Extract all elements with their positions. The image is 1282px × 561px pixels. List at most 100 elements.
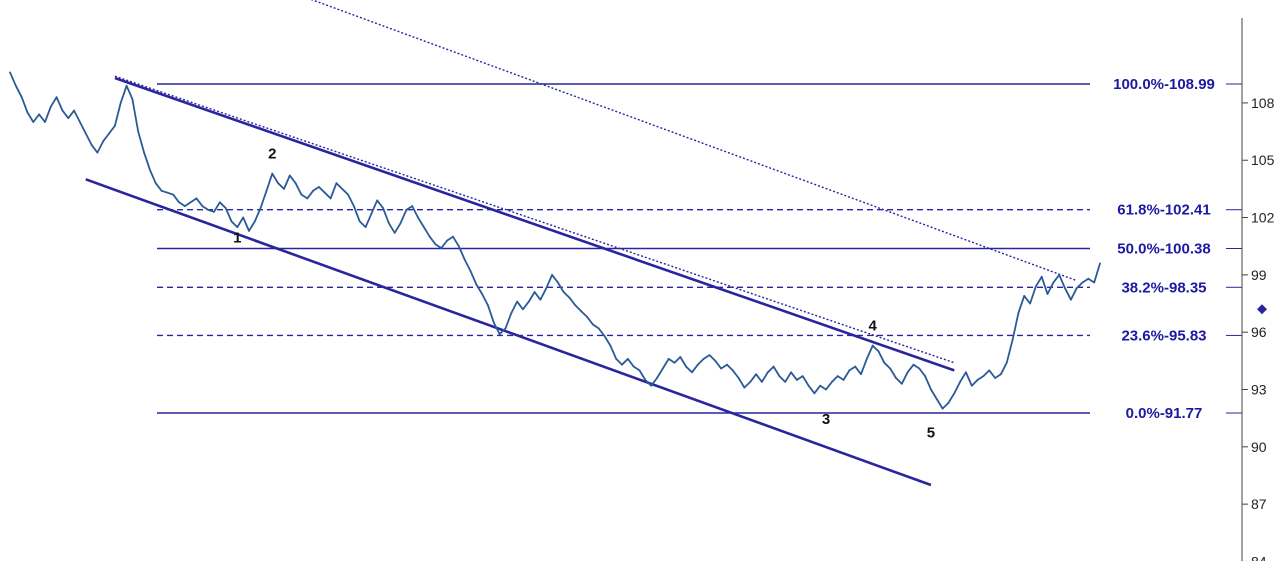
price-point-35 <box>213 210 215 213</box>
price-point-115 <box>679 356 682 358</box>
price-point-24 <box>148 168 151 171</box>
price-point-170 <box>1000 373 1002 376</box>
price-point-107 <box>632 365 635 368</box>
price-point-104 <box>615 358 618 360</box>
price-point-66 <box>393 231 396 234</box>
price-point-137 <box>807 384 810 387</box>
price-point-96 <box>568 296 571 299</box>
y-axis-tick-label-84: 84 <box>1251 553 1267 561</box>
price-point-160 <box>941 407 944 410</box>
price-point-0 <box>9 71 11 74</box>
price-point-150 <box>883 361 886 364</box>
price-point-53 <box>318 186 320 188</box>
price-point-156 <box>918 367 921 370</box>
price-point-131 <box>772 365 775 368</box>
trend-line-outer-channel <box>310 0 1077 282</box>
price-point-5 <box>38 113 41 116</box>
price-point-100 <box>591 323 594 326</box>
price-point-76 <box>452 235 454 238</box>
price-point-49 <box>294 182 297 185</box>
price-point-77 <box>457 245 460 248</box>
price-point-26 <box>160 189 163 192</box>
price-point-1 <box>14 84 17 87</box>
price-point-18 <box>114 124 116 127</box>
price-point-69 <box>411 205 414 207</box>
price-point-54 <box>323 191 326 194</box>
y-axis-tick-label-93: 93 <box>1251 382 1267 398</box>
price-point-132 <box>778 375 781 378</box>
price-point-180 <box>1058 273 1061 276</box>
price-point-110 <box>650 384 653 387</box>
price-point-46 <box>277 182 280 185</box>
price-point-142 <box>836 375 839 378</box>
price-point-68 <box>405 209 408 211</box>
price-point-33 <box>201 205 204 207</box>
price-point-112 <box>661 367 664 370</box>
price-point-173 <box>1017 312 1020 314</box>
price-point-20 <box>125 84 128 87</box>
price-point-43 <box>259 207 262 209</box>
price-point-148 <box>871 344 874 347</box>
trend-line-upper-channel <box>114 76 955 372</box>
price-point-34 <box>207 209 210 211</box>
price-point-155 <box>912 363 915 366</box>
price-marker-diamond <box>1257 304 1267 315</box>
price-point-47 <box>283 187 285 190</box>
wave-label-2: 2 <box>268 145 276 162</box>
price-point-171 <box>1005 361 1008 364</box>
y-axis-tick-label-96: 96 <box>1251 324 1267 340</box>
price-point-183 <box>1075 287 1078 290</box>
price-point-4 <box>32 121 35 123</box>
price-point-64 <box>382 207 384 209</box>
price-point-21 <box>131 98 134 100</box>
price-point-101 <box>597 327 600 330</box>
price-point-79 <box>469 270 472 272</box>
price-point-181 <box>1064 287 1066 290</box>
price-point-152 <box>895 377 897 379</box>
price-point-165 <box>970 384 973 387</box>
price-point-127 <box>749 380 752 383</box>
price-point-135 <box>795 379 798 381</box>
wave-label-3: 3 <box>822 411 830 428</box>
price-point-31 <box>189 201 192 204</box>
price-point-158 <box>930 388 932 391</box>
price-point-22 <box>137 130 140 133</box>
y-axis-tick-label-87: 87 <box>1251 496 1267 512</box>
price-point-87 <box>516 300 519 303</box>
fib-label-5: 0.0%-91.77 <box>1126 405 1203 422</box>
price-point-29 <box>178 201 180 204</box>
price-point-36 <box>218 201 221 204</box>
price-point-98 <box>580 310 583 313</box>
price-point-167 <box>982 375 985 378</box>
price-point-161 <box>947 401 950 404</box>
price-point-174 <box>1023 294 1026 297</box>
price-point-7 <box>49 105 52 108</box>
price-point-70 <box>417 216 419 219</box>
price-point-138 <box>813 392 816 395</box>
price-point-108 <box>638 369 641 372</box>
price-point-149 <box>877 350 880 353</box>
price-point-166 <box>976 379 979 381</box>
price-point-80 <box>475 283 478 286</box>
price-point-126 <box>743 386 746 389</box>
price-point-102 <box>603 335 606 337</box>
price-point-39 <box>236 226 239 229</box>
price-point-41 <box>248 230 250 232</box>
price-point-9 <box>61 109 64 112</box>
price-point-163 <box>959 380 962 383</box>
price-point-23 <box>143 151 145 154</box>
price-point-61 <box>364 226 367 229</box>
price-point-117 <box>691 371 693 374</box>
price-point-38 <box>230 220 233 223</box>
price-point-140 <box>825 388 827 391</box>
price-point-103 <box>609 344 612 347</box>
price-point-119 <box>702 358 705 360</box>
price-point-153 <box>900 382 903 385</box>
price-point-11 <box>73 109 76 112</box>
price-point-16 <box>102 140 105 143</box>
price-point-82 <box>487 304 489 307</box>
price-point-154 <box>906 371 909 374</box>
price-point-139 <box>819 384 822 387</box>
price-point-145 <box>854 365 857 368</box>
